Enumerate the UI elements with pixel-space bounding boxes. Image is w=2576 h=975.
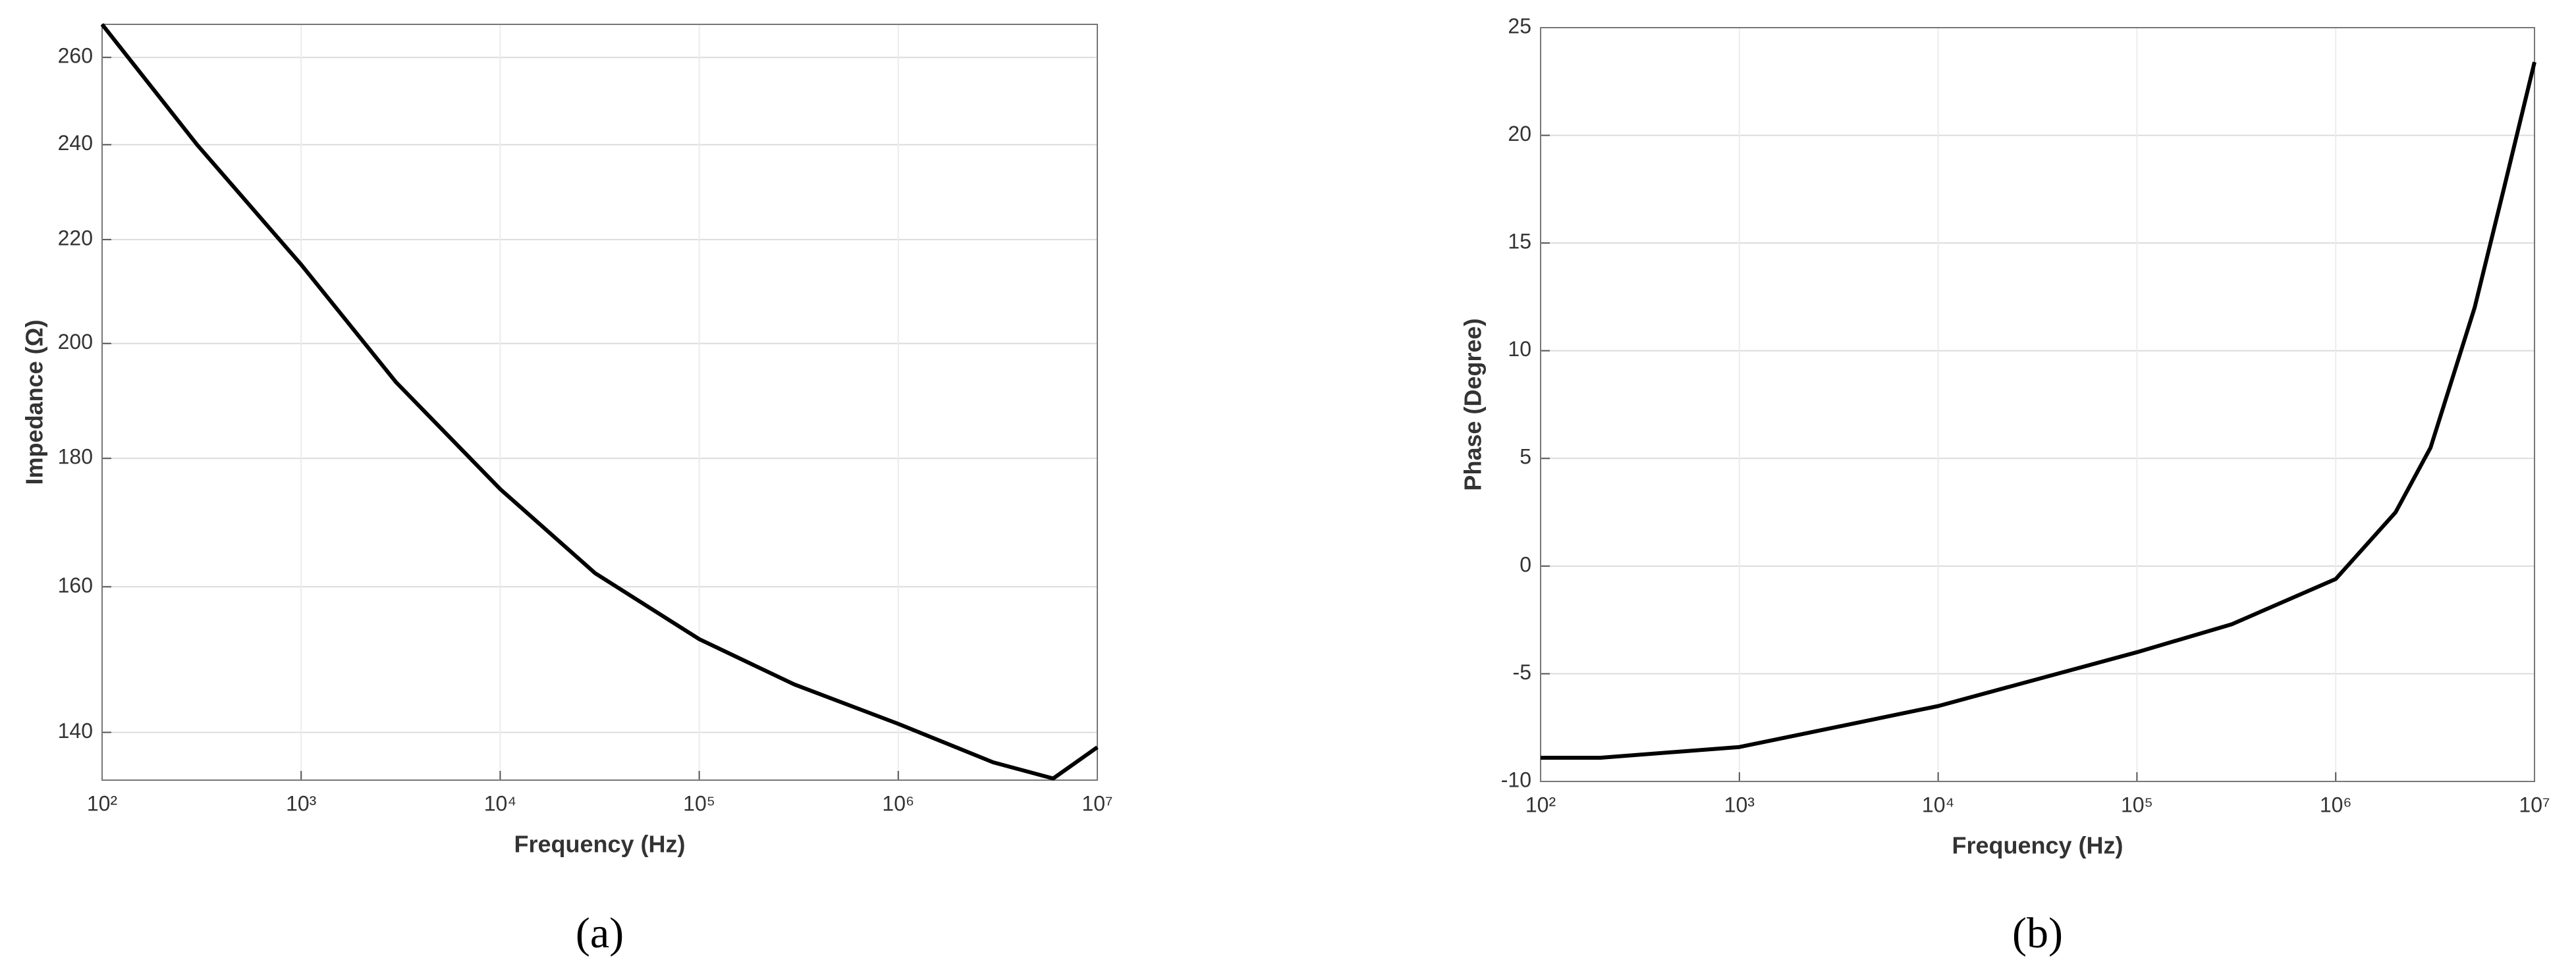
x-tick-label: 10⁶ bbox=[2320, 793, 2352, 816]
plot-frame bbox=[1540, 27, 2535, 782]
x-tick-label: 10⁴ bbox=[1922, 793, 1954, 816]
y-tick-label: 200 bbox=[58, 330, 93, 354]
y-tick-label: 20 bbox=[1508, 122, 1531, 145]
x-tick-label: 10³ bbox=[1724, 793, 1755, 816]
y-tick-label: -5 bbox=[1513, 660, 1531, 684]
y-tick-label: 10 bbox=[1508, 337, 1531, 361]
panel-label: (b) bbox=[2012, 909, 2063, 957]
x-axis-label: Frequency (Hz) bbox=[514, 831, 685, 858]
x-tick-label: 10⁶ bbox=[882, 791, 914, 815]
y-tick-label: 160 bbox=[58, 573, 93, 597]
x-tick-label: 10⁷ bbox=[1082, 791, 1112, 815]
y-tick-label: 0 bbox=[1520, 552, 1531, 576]
data-line bbox=[100, 23, 1099, 781]
y-axis-label: Phase (Degree) bbox=[1460, 318, 1487, 490]
chart: 140 160 180 200 220 240 260 10² 10³ 10⁴ 10⁵ 10⁶ 10⁷ F… bbox=[21, 23, 1113, 957]
x-tick-label: 10⁷ bbox=[2519, 793, 2550, 816]
x-axis-label: Frequency (Hz) bbox=[1952, 832, 2123, 859]
x-tick-label: 10³ bbox=[286, 791, 317, 815]
y-tick-label: 25 bbox=[1508, 14, 1531, 38]
x-tick-label: 10² bbox=[87, 791, 118, 815]
y-tick-label: 180 bbox=[58, 445, 93, 469]
y-tick-label: 240 bbox=[58, 131, 93, 155]
y-axis-label: Impedance (Ω) bbox=[21, 320, 48, 485]
panel-label: (a) bbox=[576, 909, 624, 957]
y-tick-label: 220 bbox=[58, 226, 93, 250]
data-line bbox=[1541, 61, 2536, 760]
y-tick-label: 5 bbox=[1520, 445, 1531, 469]
x-tick-label: 10⁵ bbox=[2121, 793, 2153, 816]
x-tick-label: 10⁴ bbox=[484, 791, 516, 815]
x-tick-label: 10⁵ bbox=[683, 791, 715, 815]
x-tick-label: 10² bbox=[1525, 793, 1556, 816]
y-tick-label: 140 bbox=[58, 719, 93, 743]
y-tick-label: -10 bbox=[1501, 768, 1531, 791]
y-tick-label: 15 bbox=[1508, 230, 1531, 253]
chart: -10 -5 0 5 10 15 20 25 10² 10³ 10⁴ 10⁵ 10⁶ 10⁷ Frequen… bbox=[1460, 14, 2550, 957]
plot-frame bbox=[101, 24, 1098, 781]
y-tick-label: 260 bbox=[58, 44, 93, 68]
